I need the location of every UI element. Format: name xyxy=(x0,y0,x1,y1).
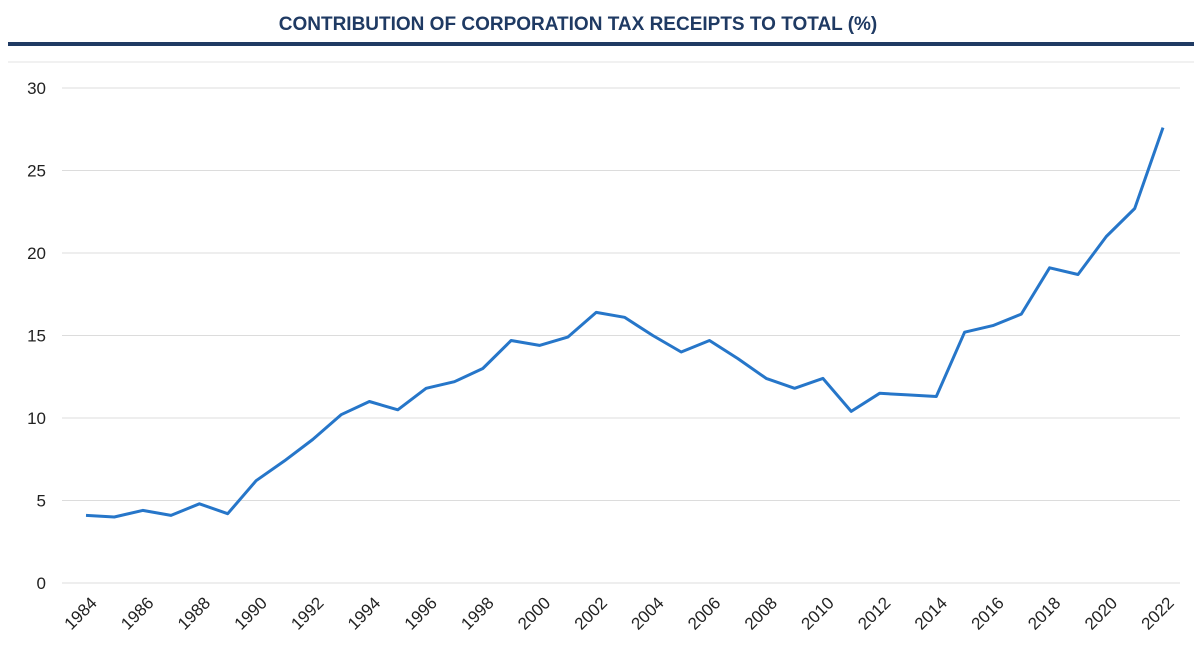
y-tick-label: 5 xyxy=(37,492,46,511)
x-tick-label: 2012 xyxy=(854,593,894,633)
x-tick-label: 2018 xyxy=(1024,593,1064,633)
y-tick-label: 30 xyxy=(27,79,46,98)
x-tick-label: 2014 xyxy=(911,593,951,633)
x-tick-label: 1996 xyxy=(401,593,441,633)
x-tick-label: 1992 xyxy=(287,593,327,633)
y-tick-label: 20 xyxy=(27,244,46,263)
x-tick-label: 1988 xyxy=(174,593,214,633)
x-tick-label: 2000 xyxy=(514,593,554,633)
x-tick-label: 2008 xyxy=(741,593,781,633)
x-tick-label: 1998 xyxy=(457,593,497,633)
x-tick-label: 2010 xyxy=(798,593,838,633)
x-tick-label: 1984 xyxy=(61,593,101,633)
x-tick-label: 2006 xyxy=(684,593,724,633)
x-tick-label: 1994 xyxy=(344,593,384,633)
x-tick-label: 1986 xyxy=(117,593,157,633)
y-tick-label: 10 xyxy=(27,409,46,428)
x-tick-label: 1990 xyxy=(231,593,271,633)
x-tick-label: 2020 xyxy=(1081,593,1121,633)
y-tick-label: 25 xyxy=(27,162,46,181)
line xyxy=(85,127,1165,519)
chart-title: CONTRIBUTION OF CORPORATION TAX RECEIPTS… xyxy=(279,14,878,35)
title-rule xyxy=(8,42,1194,46)
x-tick-label: 2022 xyxy=(1138,593,1178,633)
y-tick-label: 15 xyxy=(27,327,46,346)
x-tick-label: 2002 xyxy=(571,593,611,633)
x-tick-label: 2016 xyxy=(968,593,1008,633)
x-tick-label: 2004 xyxy=(627,593,667,633)
y-tick-label: 0 xyxy=(37,574,46,593)
